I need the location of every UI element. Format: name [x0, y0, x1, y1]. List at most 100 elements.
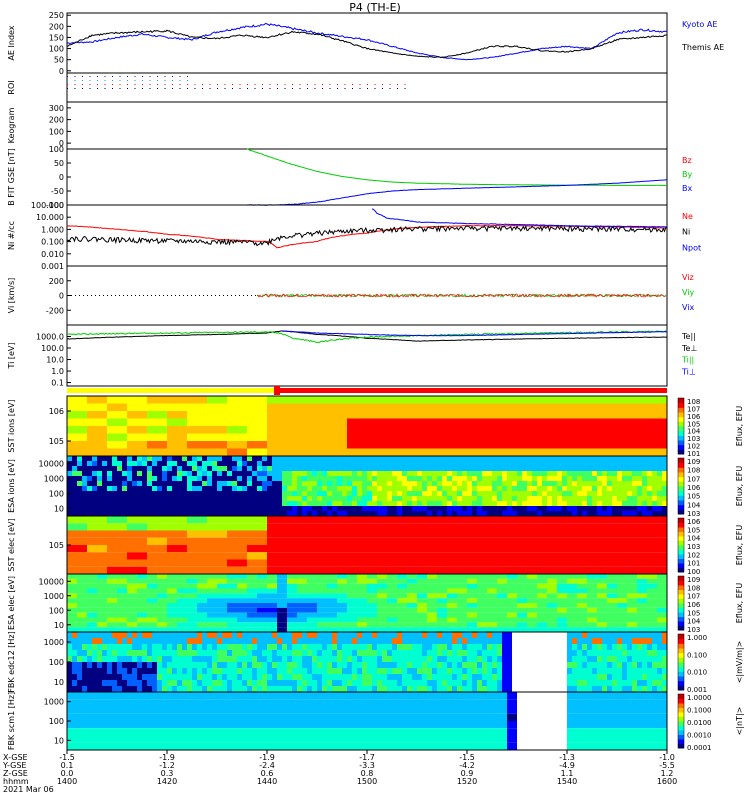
spectrogram-cell [242, 471, 247, 476]
spectrogram-cell [367, 622, 377, 628]
spectrogram-cell [102, 644, 107, 650]
spectrogram-cell [527, 545, 547, 553]
spectrogram-cell [382, 491, 387, 496]
roi-dot [157, 80, 158, 81]
spectrogram-cell [567, 680, 572, 686]
spectrogram-cell [607, 603, 617, 608]
spectrogram-cell [537, 491, 542, 496]
spectrogram-cell [117, 578, 127, 584]
spectrogram-cell [182, 632, 187, 638]
spectrogram-cell [277, 650, 282, 656]
spectrogram-cell [327, 735, 337, 743]
spectrogram-cell [127, 574, 137, 579]
spectrogram-cell [577, 574, 587, 579]
spectrogram-cell [72, 471, 77, 476]
spectrogram-cell [577, 728, 587, 736]
spectrogram-cell [322, 476, 327, 481]
spectrogram-cell [562, 650, 567, 656]
spectrogram-cell [662, 650, 667, 656]
spectrogram-cell [347, 501, 352, 506]
spectrogram-cell [387, 537, 407, 545]
spectrogram-cell [332, 511, 337, 516]
spectrogram-cell [547, 476, 552, 481]
roi-dot [127, 80, 128, 81]
spectrogram-cell [127, 456, 132, 461]
spectrogram-cell [147, 644, 152, 650]
spectrogram-cell [467, 617, 477, 623]
spectrogram-cell [167, 706, 177, 714]
spectrogram-cell [87, 578, 97, 584]
spectrogram-cell [267, 433, 287, 441]
spectrogram-cell [147, 491, 152, 496]
spectrogram-cell [392, 680, 397, 686]
spectrogram-cell [607, 713, 617, 721]
spectrogram-cell [517, 644, 522, 650]
spectrogram-cell [247, 516, 267, 524]
spectrogram-cell [567, 612, 577, 618]
spectrogram-cell [432, 650, 437, 656]
spectrogram-cell [527, 650, 532, 656]
spectrogram-cell [222, 662, 227, 668]
spectrogram-cell [77, 627, 87, 632]
spectrogram-cell [307, 735, 317, 743]
spectrogram-cell [422, 686, 427, 692]
spectrogram-cell [477, 598, 487, 603]
spectrogram-cell [307, 486, 312, 491]
spectrogram-cell [397, 617, 407, 623]
spectrogram-cell [127, 566, 147, 574]
spectrogram-cell [412, 674, 417, 680]
spectrogram-cell [482, 656, 487, 662]
colorbar-tick: 105 [687, 493, 700, 501]
spectrogram-cell [507, 481, 512, 486]
spectrogram-cell [97, 622, 107, 628]
spectrogram-cell [627, 721, 637, 729]
spectrogram-cell [237, 632, 242, 638]
ytick-label: 0.1 [51, 379, 64, 388]
roi-dot [89, 88, 91, 89]
spectrogram-cell [617, 496, 622, 501]
spectrogram-cell [427, 686, 432, 692]
spectrogram-cell [662, 632, 667, 638]
spectrogram-cell [342, 456, 347, 461]
spectrogram-cell [297, 598, 307, 603]
spectrogram-cell [82, 471, 87, 476]
spectrogram-cell [92, 466, 97, 471]
spectrogram-cell [507, 627, 517, 632]
spectrogram-cell [547, 588, 557, 594]
spectrogram-cell [147, 721, 157, 729]
spectrogram-cell [87, 396, 107, 404]
spectrogram-cell [457, 632, 462, 638]
spectrogram-cell [447, 491, 452, 496]
roi-dot [359, 84, 361, 85]
spectrogram-cell [387, 471, 392, 476]
spectrogram-cell [627, 735, 637, 743]
spectrogram-cell [577, 632, 582, 638]
spectrogram-cell [657, 622, 667, 628]
spectrogram-cell [552, 644, 557, 650]
spectrogram-cell [497, 486, 502, 491]
spectrogram-cell [442, 481, 447, 486]
spectrogram-cell [517, 617, 527, 623]
spectrogram-cell [547, 686, 552, 692]
spectrogram-cell [607, 680, 612, 686]
spectrogram-cell [182, 501, 187, 506]
spectrogram-cell [232, 632, 237, 638]
spectrogram-cell [87, 713, 97, 721]
spectrogram-cell [387, 403, 407, 411]
spectrogram-cell [387, 418, 407, 426]
spectrogram-cell [207, 699, 217, 707]
spectrogram-cell [152, 501, 157, 506]
spectrogram-cell [177, 456, 182, 461]
spectrogram-cell [292, 662, 297, 668]
spectrogram-cell [387, 426, 407, 434]
spectrogram-cell [437, 598, 447, 603]
spectrogram-cell [167, 426, 187, 434]
spectrogram-cell [462, 476, 467, 481]
spectrogram-cell [407, 692, 417, 700]
spectrogram-cell [397, 476, 402, 481]
spectrogram-cell [67, 622, 77, 628]
spectrogram-cell [347, 486, 352, 491]
spectrogram-cell [147, 523, 167, 531]
spectrogram-cell [147, 574, 157, 579]
spectrogram-cell [352, 638, 357, 644]
